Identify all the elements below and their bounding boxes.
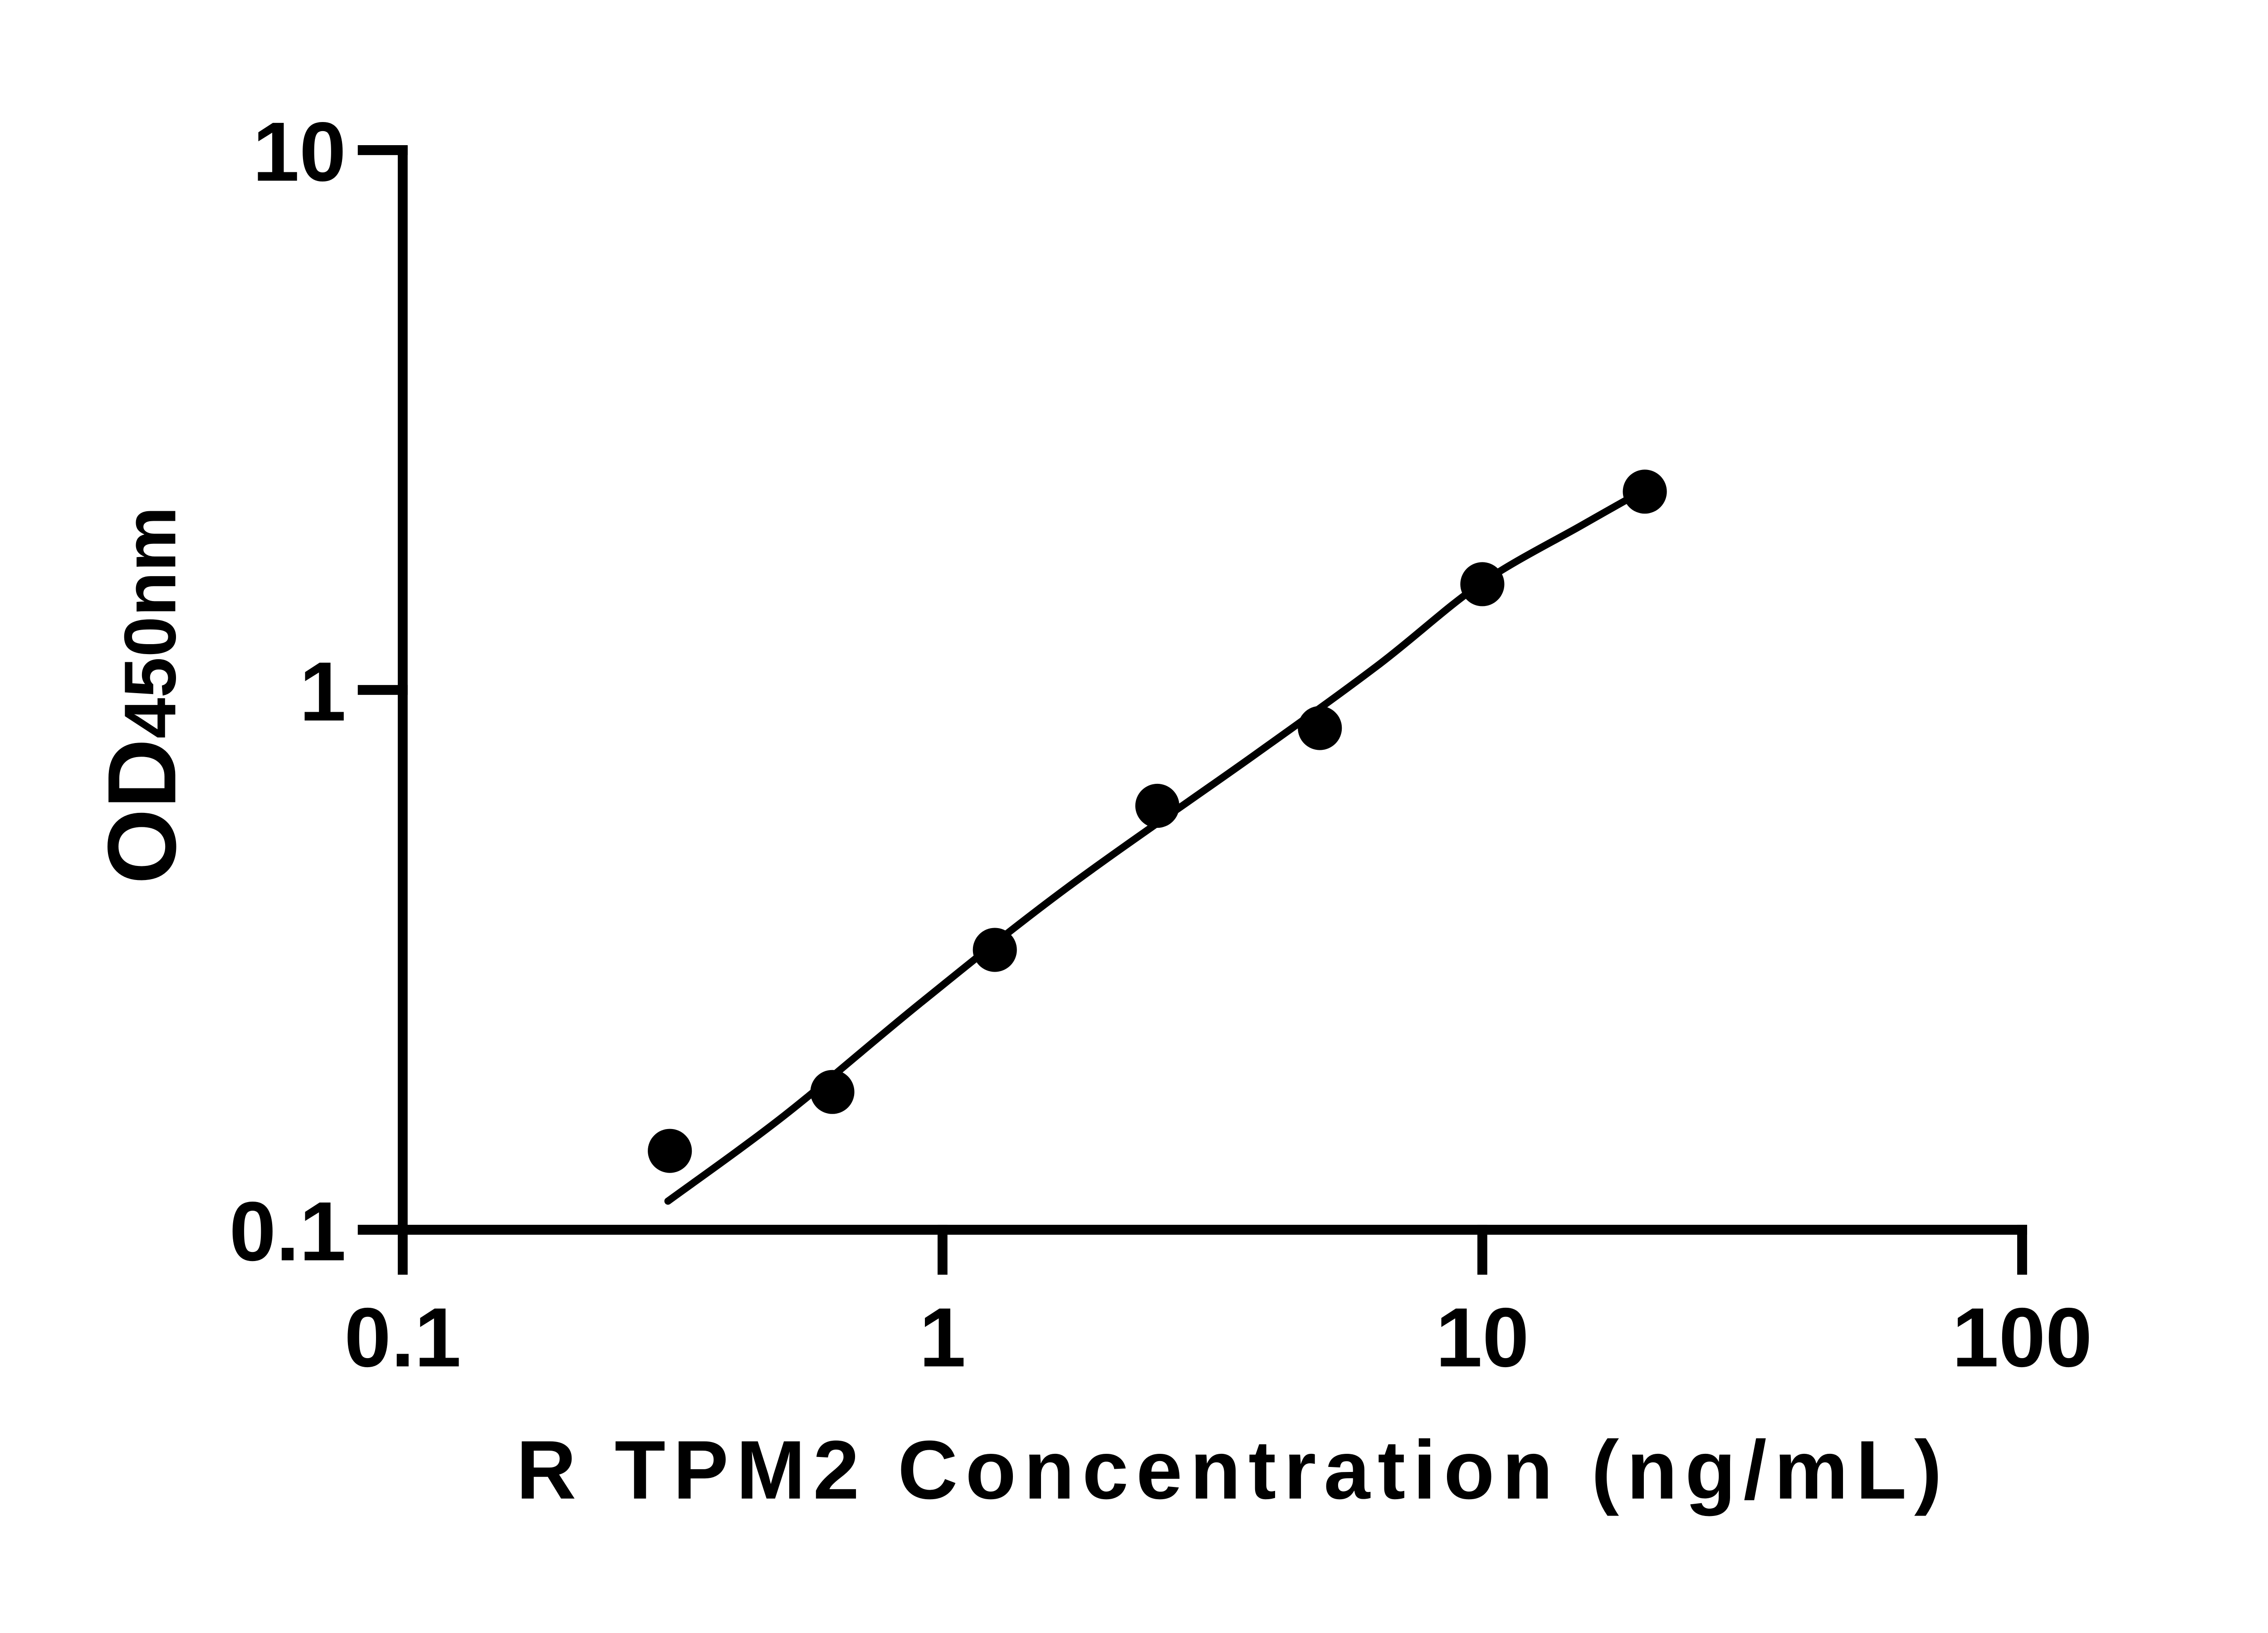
y-tick-label: 1	[299, 645, 346, 738]
y-axis-title-main: OD	[88, 738, 196, 884]
data-point	[1460, 562, 1505, 606]
axes	[397, 146, 2027, 1235]
data-point	[648, 1129, 692, 1173]
y-axis-tick-labels: 10 1 0.1	[229, 105, 346, 1278]
x-tick-label: 10	[1436, 1291, 1529, 1384]
x-axis-tick-labels: 0.1 1 10 100	[344, 1291, 2092, 1384]
y-axis-title-sub: 450nm	[109, 507, 191, 739]
data-point	[810, 1070, 855, 1114]
y-tick-label: 10	[253, 105, 346, 199]
y-tick-label: 0.1	[229, 1184, 346, 1278]
y-axis-title: OD450nm	[88, 507, 196, 885]
data-point	[973, 928, 1017, 972]
data-points	[648, 469, 1667, 1173]
data-point	[1135, 783, 1179, 828]
y-axis-ticks	[357, 145, 408, 1235]
x-tick-label: 1	[919, 1291, 966, 1384]
data-point	[1298, 706, 1342, 750]
x-axis-title: R TPM2 Concentration (ng/mL)	[516, 1423, 1950, 1516]
x-tick-label: 100	[1952, 1291, 2092, 1384]
x-tick-label: 0.1	[344, 1291, 461, 1384]
data-point	[1623, 469, 1667, 514]
